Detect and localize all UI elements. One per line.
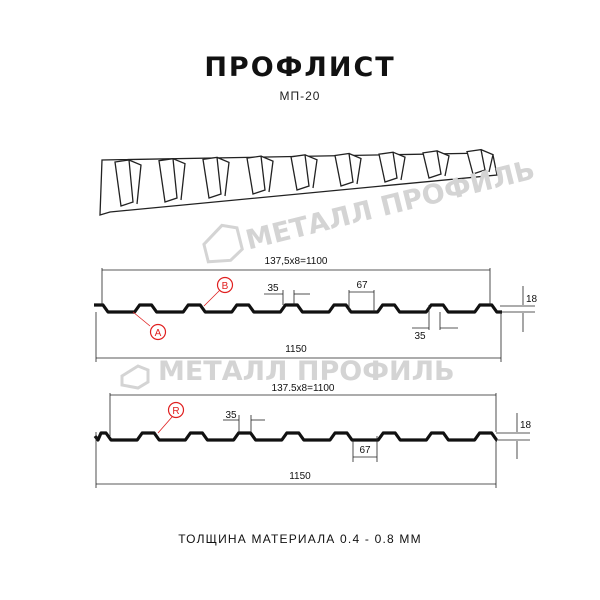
dim-width-1: 1150: [285, 344, 307, 355]
watermark-logo-icon: [120, 364, 150, 390]
profile-1-section: [94, 303, 502, 314]
callout-b: B: [222, 281, 229, 292]
sheet-3d-illustration: [99, 148, 498, 216]
watermark-2: МЕТАЛЛ ПРОФИЛЬ: [120, 356, 455, 390]
callout-r-circle: [167, 401, 185, 419]
callout-r: R: [172, 406, 179, 417]
dim-pitch-2: 137.5x8=1100: [272, 383, 335, 394]
sheet-rib: [246, 155, 274, 195]
dim-rib-spacing-1: 67: [356, 280, 368, 291]
dim-rib-top-2: 35: [225, 410, 237, 421]
sheet-rib: [158, 157, 186, 203]
sheet-rib: [202, 156, 230, 199]
profile-1: [94, 268, 535, 362]
watermark-text: МЕТАЛЛ ПРОФИЛЬ: [158, 356, 455, 387]
model-label: МП-20: [279, 89, 321, 103]
sheet-rib: [334, 152, 362, 187]
callout-a: A: [155, 328, 162, 339]
sheet-rib: [422, 150, 450, 179]
profile-2-section: [93, 431, 499, 442]
dim-pitch-1: 137,5x8=1100: [265, 256, 328, 267]
watermark-logo-icon: [202, 223, 244, 264]
dim-height-1: 18: [526, 294, 538, 305]
sheet-rib: [114, 159, 142, 207]
callout-b-circle: [216, 276, 234, 294]
callout-a-circle: [149, 323, 167, 341]
dim-rib-top-1: 35: [267, 283, 279, 294]
dim-width-2: 1150: [289, 471, 311, 482]
sheet-rib: [378, 151, 406, 183]
dim-rib-bottom-1: 35: [414, 331, 426, 342]
page-title: ПРОФЛИСТ: [204, 52, 396, 83]
sheet-rib: [290, 154, 318, 191]
dim-height-2: 18: [520, 420, 532, 431]
profile-2: [93, 393, 530, 488]
dim-rib-spacing-2: 67: [359, 445, 371, 456]
material-thickness: ТОЛЩИНА МАТЕРИАЛА 0.4 - 0.8 ММ: [178, 532, 422, 546]
sheet-rib: [466, 148, 494, 175]
